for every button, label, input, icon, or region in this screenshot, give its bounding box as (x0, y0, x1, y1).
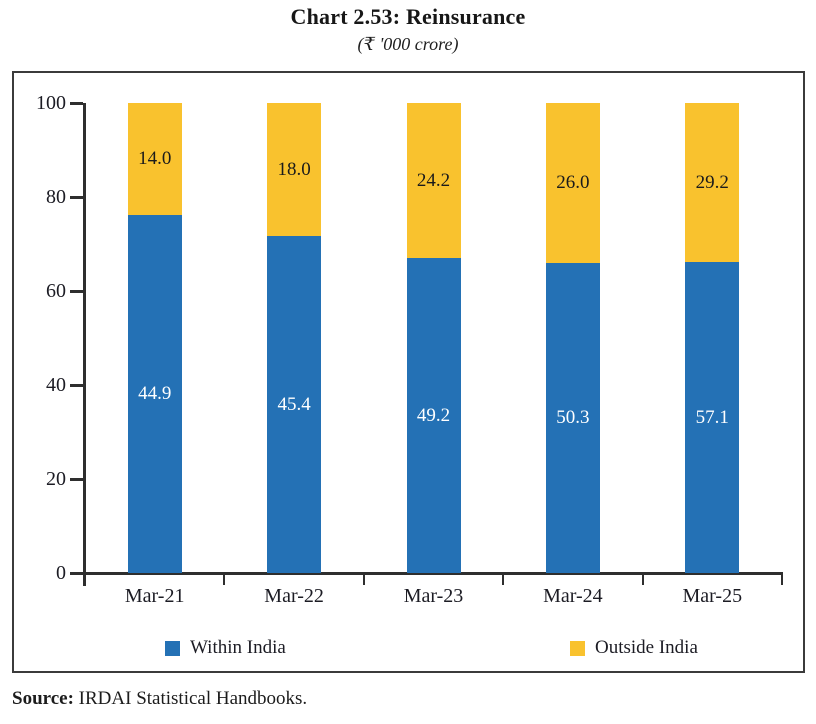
bar-segment-within-india: 45.4 (267, 236, 322, 573)
x-tick (502, 573, 505, 585)
y-tick-label: 40 (46, 374, 66, 396)
y-tick (70, 196, 83, 199)
bar-segment-within-india: 44.9 (127, 215, 182, 573)
x-axis-label: Mar-22 (264, 585, 324, 607)
y-tick-label: 20 (46, 468, 66, 490)
legend-swatch-icon (165, 640, 180, 656)
legend-item-within-india: Within India (165, 637, 286, 658)
bar-segment-within-india: 49.2 (406, 258, 461, 573)
y-tick (70, 290, 83, 293)
x-tick (781, 573, 783, 585)
source-text: IRDAI Statistical Handbooks. (73, 688, 308, 709)
bar-segment-outside-india: 18.0 (267, 103, 322, 236)
bar-value-label-within: 49.2 (416, 404, 451, 426)
y-tick (70, 572, 83, 575)
source-label: Source: (12, 688, 74, 709)
bar-value-label-outside: 14.0 (138, 148, 172, 169)
bar-segment-outside-india: 29.2 (685, 103, 740, 262)
legend-swatch-icon (570, 640, 585, 656)
x-axis-label: Mar-23 (403, 585, 464, 607)
bar-segment-outside-india: 24.2 (406, 103, 461, 258)
bar-segment-outside-india: 26.0 (545, 103, 600, 263)
x-tick (362, 573, 365, 585)
chart-subtitle: (₹ '000 crore) (357, 34, 459, 54)
y-tick-label: 0 (56, 562, 66, 584)
y-tick (70, 384, 83, 387)
x-tick (84, 573, 86, 585)
bar-segment-outside-india: 14.0 (127, 103, 182, 215)
y-tick (70, 102, 83, 105)
y-tick-label: 80 (46, 186, 66, 208)
bar-value-label-within: 45.4 (277, 393, 311, 415)
source-note: Source: IRDAI Statistical Handbooks. (12, 688, 307, 710)
legend-item-outside-india: Outside India (570, 637, 698, 658)
bar-value-label-outside: 26.0 (556, 172, 590, 193)
bar-value-label-within: 57.1 (695, 406, 729, 428)
bar-segment-within-india: 50.3 (545, 263, 600, 573)
x-axis-label: Mar-25 (682, 585, 743, 607)
chart-title: Chart 2.53: Reinsurance (290, 4, 526, 29)
y-tick-label: 60 (46, 280, 66, 302)
bar-value-label-within: 50.3 (556, 407, 590, 428)
x-axis-label: Mar-21 (124, 585, 185, 607)
bar-value-label-outside: 29.2 (695, 171, 729, 193)
x-axis-line (83, 572, 783, 575)
bar-value-label-outside: 24.2 (416, 169, 451, 191)
chart-header: Chart 2.53: Reinsurance (₹ '000 crore) (0, 4, 816, 55)
y-tick-label: 100 (36, 92, 66, 114)
x-tick (223, 573, 226, 585)
chart-frame: 0 20 40 60 80 100 14.0 44.9 Mar-21 18.0 45.4 Mar-22… (12, 71, 805, 673)
bar-value-label-outside: 18.0 (277, 158, 311, 180)
bar-value-label-within: 44.9 (138, 383, 172, 404)
y-tick (70, 478, 83, 481)
y-axis-line (83, 103, 86, 586)
legend-label: Outside India (595, 637, 698, 658)
x-tick (641, 573, 644, 585)
legend-label: Within India (190, 637, 286, 658)
bar-segment-within-india: 57.1 (685, 262, 740, 573)
x-axis-label: Mar-24 (543, 585, 603, 607)
